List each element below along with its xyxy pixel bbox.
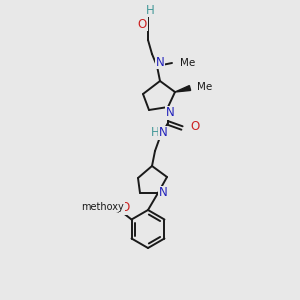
Text: H: H xyxy=(151,127,159,140)
Text: Me: Me xyxy=(180,58,195,68)
Polygon shape xyxy=(175,85,190,92)
Text: H: H xyxy=(146,4,154,16)
Text: N: N xyxy=(159,187,167,200)
Text: methoxy: methoxy xyxy=(81,202,124,212)
Text: N: N xyxy=(156,56,164,68)
Text: O: O xyxy=(120,201,129,214)
Text: N: N xyxy=(166,106,174,119)
Text: N: N xyxy=(159,127,167,140)
Text: Me: Me xyxy=(197,82,212,92)
Text: O: O xyxy=(137,17,147,31)
Text: O: O xyxy=(190,121,199,134)
